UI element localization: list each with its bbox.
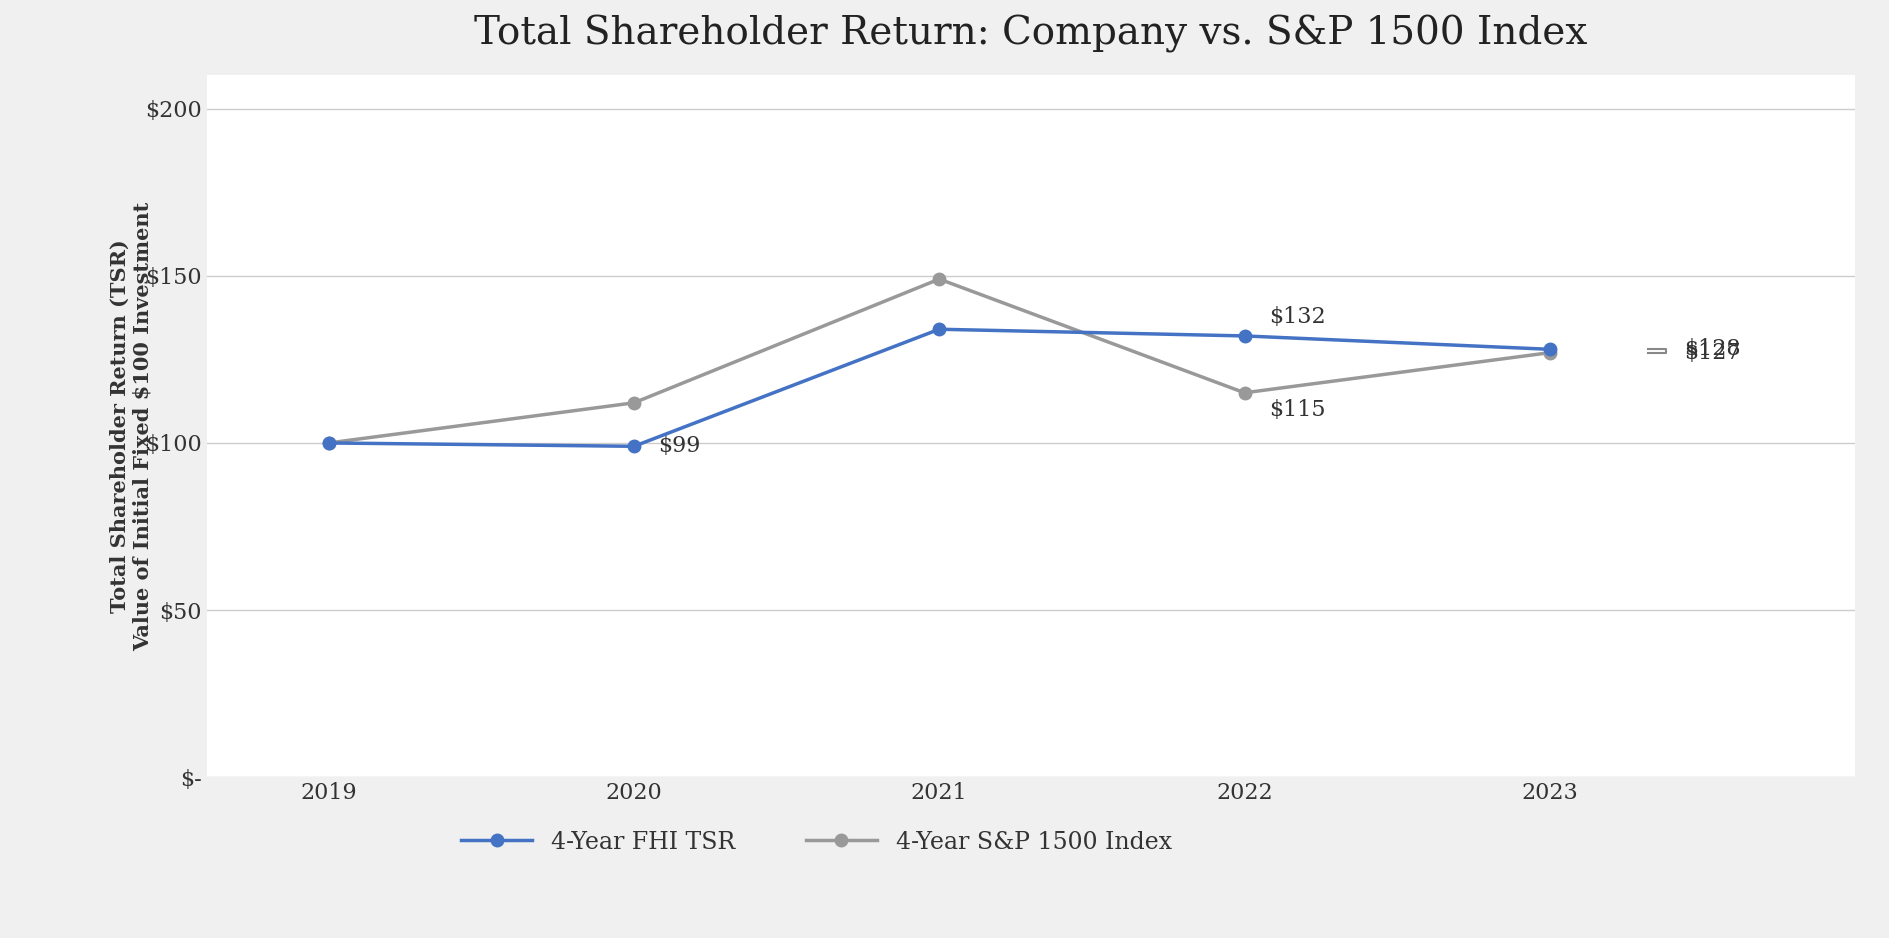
4-Year S&P 1500 Index xyxy=(1538,347,1560,358)
Line: 4-Year FHI TSR: 4-Year FHI TSR xyxy=(323,323,1557,452)
Text: $99: $99 xyxy=(659,435,701,458)
Text: $132: $132 xyxy=(1269,306,1326,327)
4-Year FHI TSR xyxy=(317,437,340,448)
4-Year S&P 1500 Index xyxy=(927,274,950,285)
Line: 4-Year S&P 1500 Index: 4-Year S&P 1500 Index xyxy=(323,273,1557,449)
4-Year S&P 1500 Index xyxy=(317,437,340,448)
Legend: 4-Year FHI TSR, 4-Year S&P 1500 Index: 4-Year FHI TSR, 4-Year S&P 1500 Index xyxy=(451,822,1181,864)
4-Year S&P 1500 Index xyxy=(623,397,646,408)
4-Year FHI TSR xyxy=(1538,343,1560,355)
4-Year FHI TSR xyxy=(623,441,646,452)
Text: $128: $128 xyxy=(1685,339,1742,360)
Text: $115: $115 xyxy=(1269,400,1326,421)
4-Year S&P 1500 Index xyxy=(1234,387,1256,399)
Y-axis label: Total Shareholder Return (TSR)
Value of Initial Fixed $100 Investment: Total Shareholder Return (TSR) Value of … xyxy=(110,202,153,651)
4-Year FHI TSR xyxy=(927,324,950,335)
Title: Total Shareholder Return: Company vs. S&P 1500 Index: Total Shareholder Return: Company vs. S&… xyxy=(474,15,1587,53)
Text: $127: $127 xyxy=(1685,341,1740,364)
4-Year FHI TSR xyxy=(1234,330,1256,341)
